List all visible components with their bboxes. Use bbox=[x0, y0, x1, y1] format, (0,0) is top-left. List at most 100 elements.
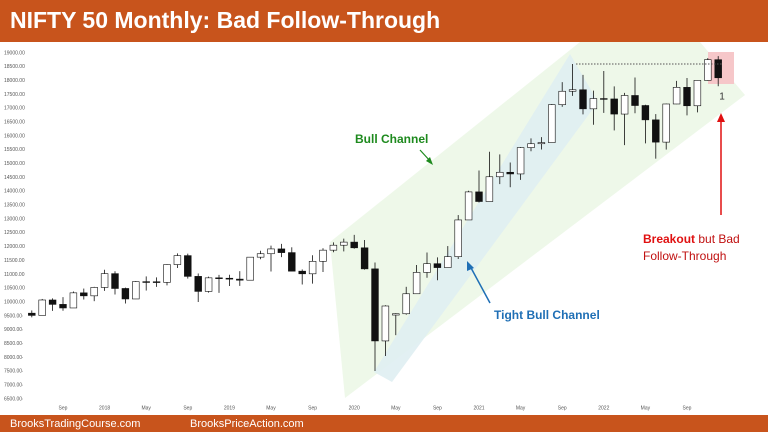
candle-body bbox=[277, 248, 286, 253]
candle-body bbox=[652, 119, 660, 143]
candle-body bbox=[236, 278, 244, 281]
arrowhead bbox=[717, 113, 725, 122]
candle-body bbox=[537, 142, 546, 145]
candle-body bbox=[69, 292, 78, 309]
y-tick-label: 13500.00 bbox=[4, 203, 25, 209]
y-tick-label: 11000.00 bbox=[4, 272, 25, 278]
y-tick-label: 10500.00 bbox=[4, 286, 25, 292]
candle-body bbox=[568, 89, 577, 92]
candle-body bbox=[132, 281, 140, 300]
x-tick-label: 2020 bbox=[349, 405, 360, 411]
candle-body bbox=[433, 263, 442, 268]
candle-body bbox=[80, 292, 88, 297]
y-tick-label: 18500.00 bbox=[4, 64, 25, 70]
candle-body bbox=[100, 273, 109, 288]
candle-body bbox=[516, 147, 525, 175]
x-tick-label: Sep bbox=[183, 405, 192, 411]
y-tick-label: 11500.00 bbox=[4, 258, 25, 264]
candle-body bbox=[256, 253, 265, 258]
y-tick-label: 16000.00 bbox=[4, 133, 25, 139]
candle-body bbox=[662, 103, 670, 143]
footer-right: BrooksPriceAction.com bbox=[190, 418, 304, 430]
x-tick-label: Sep bbox=[308, 405, 317, 411]
follow-through-label: Follow-Through bbox=[643, 249, 726, 263]
y-tick-label: 9000.00 bbox=[4, 327, 22, 333]
candle-body bbox=[693, 80, 702, 107]
y-tick-label: 9500.00 bbox=[4, 313, 22, 319]
candle-body bbox=[558, 90, 566, 106]
candle-body bbox=[371, 268, 379, 342]
tight-bull-channel bbox=[374, 54, 598, 382]
candle-body bbox=[620, 95, 629, 115]
x-tick-label: Sep bbox=[433, 405, 442, 411]
candle-body bbox=[683, 87, 691, 107]
breakout-rest: but Bad bbox=[698, 232, 739, 246]
y-tick-label: 12500.00 bbox=[4, 230, 25, 236]
arrow bbox=[469, 265, 491, 304]
x-tick-label: 2018 bbox=[99, 405, 110, 411]
candle-body bbox=[184, 255, 192, 277]
candle-body bbox=[340, 241, 348, 246]
candle-body bbox=[392, 313, 400, 316]
y-tick-label: 7500.00 bbox=[4, 369, 22, 375]
candle-body bbox=[600, 98, 608, 100]
x-tick-label: Sep bbox=[683, 405, 692, 411]
candle-body bbox=[350, 241, 358, 249]
candle-body bbox=[412, 272, 421, 295]
candle-body bbox=[28, 312, 36, 316]
footer-left: BrooksTradingCourse.com bbox=[10, 418, 140, 430]
candle-body bbox=[319, 249, 327, 262]
x-tick-label: Sep bbox=[59, 405, 68, 411]
candle-body bbox=[204, 277, 213, 292]
y-tick-label: 17000.00 bbox=[4, 106, 25, 112]
candle-body bbox=[381, 305, 390, 342]
candle-body bbox=[610, 98, 618, 115]
y-tick-label: 8000.00 bbox=[4, 355, 22, 361]
x-tick-label: May bbox=[516, 405, 526, 411]
candle-body bbox=[579, 89, 587, 110]
y-tick-label: 10000.00 bbox=[4, 299, 25, 305]
x-tick-label: 2022 bbox=[598, 405, 609, 411]
candle-body bbox=[38, 299, 46, 316]
breakout-label: Breakout but Bad bbox=[643, 232, 740, 246]
candle-body bbox=[444, 256, 452, 268]
arrowhead bbox=[426, 157, 433, 165]
candle-body bbox=[485, 176, 494, 202]
candle-body bbox=[454, 219, 462, 257]
candle-body bbox=[423, 263, 431, 273]
candle-body bbox=[288, 252, 296, 272]
x-tick-label: 2021 bbox=[473, 405, 484, 411]
y-tick-label: 18000.00 bbox=[4, 78, 25, 84]
bull-channel-label: Bull Channel bbox=[355, 132, 428, 146]
y-tick-label: 8500.00 bbox=[4, 341, 22, 347]
candle-body bbox=[298, 270, 306, 275]
candle-body bbox=[225, 277, 234, 280]
candle-body bbox=[506, 171, 514, 175]
candle-body bbox=[704, 59, 712, 81]
x-tick-label: May bbox=[641, 405, 651, 411]
candle-body bbox=[59, 304, 67, 309]
arrowhead bbox=[467, 261, 474, 271]
candle-body bbox=[90, 287, 98, 297]
candle-body bbox=[267, 248, 275, 255]
header-bar bbox=[0, 0, 768, 42]
candle-body bbox=[631, 95, 639, 106]
candle-body bbox=[714, 59, 722, 79]
candle-body bbox=[475, 191, 483, 202]
candle-body bbox=[589, 98, 598, 110]
candle-body bbox=[641, 105, 650, 121]
candle-body bbox=[527, 143, 535, 148]
y-tick-label: 17500.00 bbox=[4, 92, 25, 98]
bar-count: 1 bbox=[719, 92, 725, 103]
y-tick-label: 14000.00 bbox=[4, 189, 25, 195]
x-tick-label: 2019 bbox=[224, 405, 235, 411]
candle-body bbox=[173, 255, 182, 265]
candle-body bbox=[142, 281, 150, 283]
y-tick-label: 14500.00 bbox=[4, 175, 25, 181]
x-tick-label: May bbox=[266, 405, 276, 411]
x-tick-label: May bbox=[141, 405, 151, 411]
candle-body bbox=[464, 191, 473, 221]
y-tick-label: 12000.00 bbox=[4, 244, 25, 250]
y-tick-label: 16500.00 bbox=[4, 120, 25, 126]
